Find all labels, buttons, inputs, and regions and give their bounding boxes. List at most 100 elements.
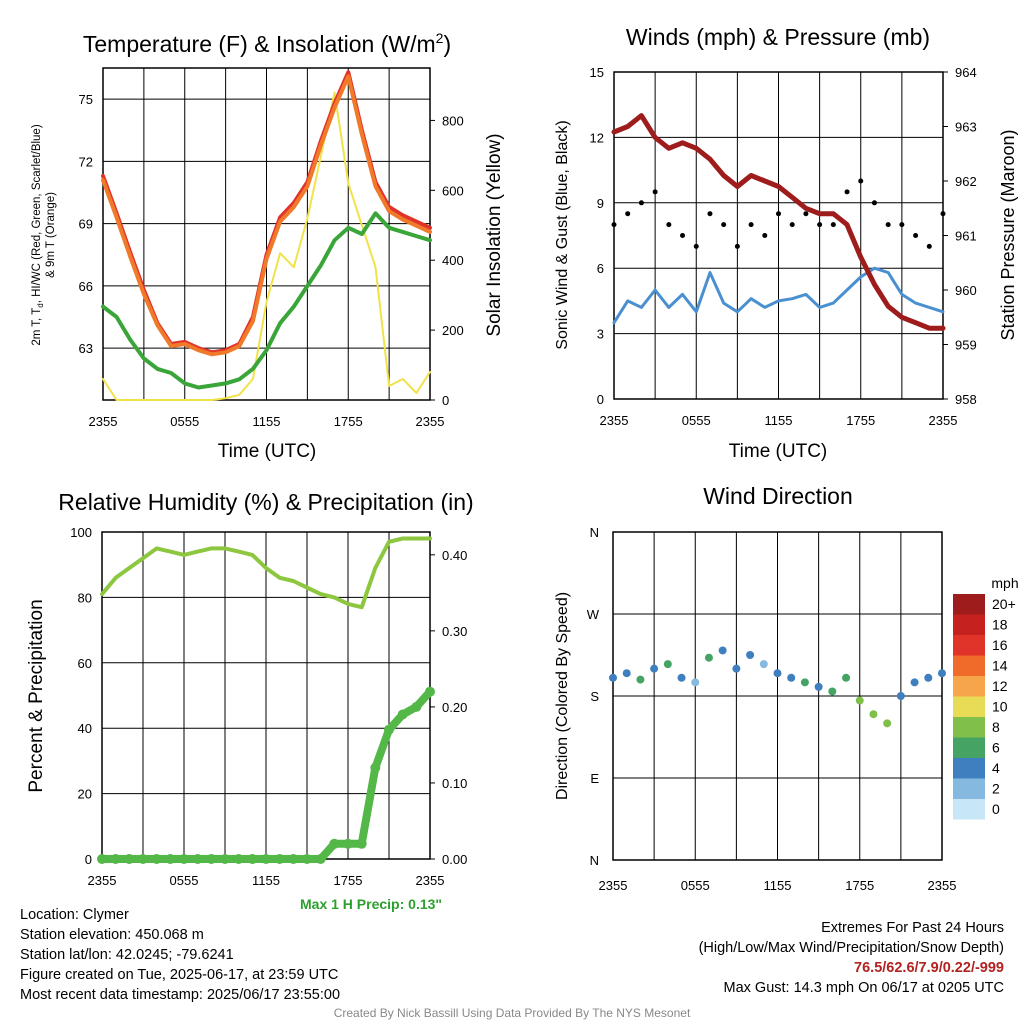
- location-text: Location: Clymer: [20, 907, 129, 923]
- temp-xtick: 0555: [170, 414, 199, 429]
- rh-xtick: 1155: [252, 873, 280, 888]
- legend-label: 14: [992, 658, 1008, 674]
- recent-text: Most recent data timestamp: 2025/06/17 2…: [20, 987, 341, 1003]
- gust-point: [625, 211, 631, 217]
- precip-point: [247, 854, 258, 864]
- gust-point: [652, 189, 658, 195]
- legend-label: 20+: [992, 596, 1016, 612]
- rh-line: [100, 536, 432, 610]
- rh-xtick: 2355: [416, 873, 445, 888]
- dir-point: [787, 673, 796, 682]
- precip-point: [192, 854, 203, 864]
- dir-xtick: 1755: [845, 878, 874, 893]
- temp-ytick-left: 72: [79, 154, 93, 169]
- temp-ytick-left: 63: [79, 341, 93, 356]
- dir-point: [773, 669, 782, 678]
- dir-point: [855, 696, 864, 705]
- gust-point: [693, 243, 699, 249]
- legend-swatch: [953, 799, 985, 820]
- dir-point: [677, 673, 686, 682]
- precip-point: [274, 854, 285, 864]
- dir-point: [732, 664, 741, 673]
- precip-point: [97, 854, 107, 864]
- extremes-values: 76.5/62.6/7.9/0.22/-999: [854, 960, 1004, 976]
- precip-point: [179, 854, 189, 864]
- legend-swatch: [953, 635, 985, 656]
- wind-ytick-right: 960: [955, 283, 977, 298]
- gust-point: [817, 222, 823, 228]
- rh-ytick-left: 40: [78, 721, 92, 736]
- precip-point: [302, 854, 312, 864]
- legend-swatch: [953, 614, 985, 635]
- temp-ytick-left: 66: [79, 279, 93, 294]
- rh-ytick-left: 60: [78, 656, 92, 671]
- pressure-line: [611, 113, 946, 331]
- precip-point: [206, 854, 217, 864]
- gust-point: [899, 222, 905, 228]
- legend-swatch: [953, 676, 985, 697]
- precip-point: [233, 854, 244, 864]
- dir-point: [746, 651, 755, 659]
- rh-ytick-right: 0.00: [442, 852, 467, 867]
- precip-point: [425, 686, 435, 697]
- temp-xlabel: Time (UTC): [218, 441, 317, 462]
- wind-ytick-left: 0: [597, 392, 604, 407]
- extremes-sub: (High/Low/Max Wind/Precipitation/Snow De…: [698, 940, 1004, 956]
- dir-point: [759, 660, 768, 669]
- gust-point: [762, 233, 768, 238]
- gust-point: [858, 178, 864, 184]
- dir-title: Wind Direction: [703, 483, 853, 509]
- dir-point: [924, 673, 933, 682]
- legend-swatch: [953, 778, 985, 799]
- dir-point: [718, 646, 727, 655]
- wind-ytick-right: 961: [955, 229, 977, 244]
- gust-point: [940, 211, 946, 217]
- extremes-title: Extremes For Past 24 Hours: [821, 920, 1004, 936]
- wind-ytick-right: 964: [955, 65, 977, 80]
- precip-point: [261, 854, 271, 864]
- rh-title: Relative Humidity (%) & Precipitation (i…: [58, 489, 473, 515]
- gust-point: [844, 189, 850, 195]
- legend-label: 2: [992, 781, 1000, 797]
- rh-ytick-left: 20: [78, 787, 92, 802]
- precip-point: [384, 724, 394, 735]
- precip-point: [411, 701, 422, 712]
- temp-ytick-right: 0: [442, 393, 449, 408]
- rh-ytick-left: 100: [70, 525, 92, 540]
- precip-point: [124, 854, 135, 864]
- dir-point: [636, 675, 645, 684]
- wind-ytick-left: 15: [590, 65, 604, 80]
- temp-ylabel-right: Solar Insolation (Yellow): [484, 133, 505, 336]
- precip-point: [110, 854, 121, 864]
- wind-ytick-left: 12: [590, 130, 604, 145]
- wind-xtick: 0555: [682, 413, 711, 428]
- elevation-text: Station elevation: 450.068 m: [20, 927, 204, 943]
- precip-point: [151, 854, 162, 864]
- dir-xtick: 0555: [681, 878, 710, 893]
- rh-ytick-right: 0.20: [442, 700, 467, 715]
- temp-ytick-right: 400: [442, 253, 464, 268]
- dir-point: [938, 669, 946, 678]
- dir-point: [691, 678, 700, 687]
- wind-title: Winds (mph) & Pressure (mb): [626, 24, 930, 50]
- dir-point: [650, 664, 659, 673]
- dir-xtick: 1155: [764, 878, 792, 893]
- gust-point: [734, 243, 740, 249]
- rh-ytick-right: 0.40: [442, 548, 467, 563]
- temp-title: Temperature (F) & Insolation (W/m2): [83, 30, 451, 57]
- legend-swatch: [953, 717, 985, 738]
- dir-ytick: E: [590, 771, 599, 786]
- temp-ytick-right: 600: [442, 183, 464, 198]
- dir-point: [842, 673, 851, 682]
- temp-ytick-left: 75: [79, 92, 93, 107]
- wind-ytick-left: 9: [597, 196, 604, 211]
- gust-point: [803, 211, 809, 217]
- temp-ytick-right: 200: [442, 323, 464, 338]
- dir-point: [609, 673, 617, 682]
- dir-point: [910, 678, 919, 687]
- gust-point: [680, 233, 686, 238]
- gust-point: [748, 222, 754, 228]
- temp-line-2: [101, 211, 432, 390]
